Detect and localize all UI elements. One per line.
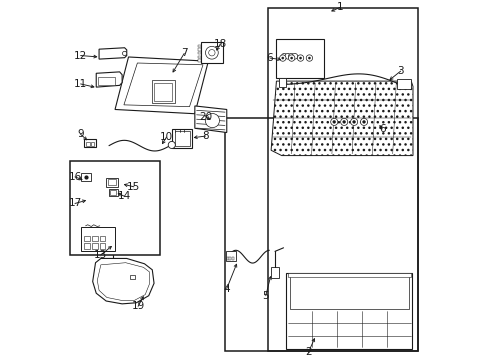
Circle shape — [352, 121, 355, 123]
Bar — [174, 131, 189, 146]
Bar — [270, 267, 278, 278]
Circle shape — [122, 51, 126, 55]
Text: 17: 17 — [68, 198, 81, 208]
Circle shape — [208, 50, 215, 56]
Bar — [107, 179, 116, 185]
Text: 8: 8 — [202, 131, 208, 141]
Bar — [225, 251, 236, 261]
Bar — [100, 243, 105, 248]
Text: 12: 12 — [74, 50, 87, 60]
Circle shape — [290, 57, 292, 59]
Bar — [110, 190, 116, 195]
Bar — [197, 45, 201, 48]
Bar — [267, 8, 417, 351]
Bar — [84, 243, 90, 248]
Polygon shape — [194, 106, 226, 132]
Text: 6: 6 — [266, 53, 273, 63]
Text: 1: 1 — [336, 2, 343, 12]
Circle shape — [288, 53, 294, 59]
Bar — [90, 143, 94, 146]
Circle shape — [362, 121, 365, 123]
Text: 3: 3 — [396, 66, 403, 76]
Bar — [81, 173, 91, 181]
Bar — [286, 273, 411, 349]
Bar — [85, 143, 90, 146]
Bar — [197, 59, 201, 62]
Circle shape — [281, 57, 284, 59]
Bar — [226, 257, 228, 260]
Polygon shape — [96, 72, 122, 87]
Circle shape — [332, 121, 335, 123]
Bar — [92, 236, 98, 242]
Text: 14: 14 — [118, 192, 131, 201]
Circle shape — [291, 53, 297, 59]
Circle shape — [342, 121, 345, 123]
Circle shape — [340, 118, 347, 125]
Polygon shape — [270, 81, 412, 156]
Circle shape — [297, 55, 303, 61]
Bar — [84, 139, 95, 148]
Circle shape — [281, 53, 286, 59]
Bar — [84, 236, 90, 242]
Bar — [201, 42, 222, 63]
Bar — [130, 275, 134, 279]
Bar — [109, 189, 118, 196]
Text: 2: 2 — [305, 347, 311, 357]
Circle shape — [350, 118, 357, 125]
Bar — [289, 274, 408, 309]
Text: 5: 5 — [262, 291, 268, 301]
Bar — [171, 129, 192, 148]
Circle shape — [305, 55, 312, 61]
Bar — [287, 273, 409, 277]
Bar — [151, 80, 174, 103]
Bar — [224, 118, 417, 351]
Circle shape — [285, 53, 290, 59]
Bar — [100, 236, 105, 242]
Circle shape — [168, 141, 175, 148]
Bar — [396, 79, 409, 89]
Circle shape — [279, 55, 285, 61]
Bar — [276, 39, 324, 77]
Text: 7: 7 — [181, 49, 187, 58]
Bar — [81, 226, 115, 251]
Text: 19: 19 — [131, 301, 144, 311]
Polygon shape — [123, 63, 203, 107]
Text: 15: 15 — [127, 182, 140, 192]
Text: 11: 11 — [74, 79, 87, 89]
Circle shape — [360, 118, 367, 125]
Bar — [92, 243, 98, 248]
Bar — [327, 104, 379, 140]
Bar — [229, 257, 230, 260]
Polygon shape — [93, 258, 154, 304]
Bar — [106, 177, 117, 187]
Bar — [197, 55, 201, 58]
Circle shape — [330, 118, 337, 125]
Text: 13: 13 — [94, 250, 107, 260]
Text: 20: 20 — [199, 112, 212, 122]
Text: 4: 4 — [223, 284, 230, 294]
Text: 18: 18 — [213, 39, 226, 49]
Bar — [197, 52, 201, 54]
Text: 6: 6 — [378, 124, 385, 134]
Text: 10: 10 — [160, 132, 173, 142]
Text: 16: 16 — [68, 172, 81, 182]
Polygon shape — [97, 263, 149, 300]
Circle shape — [299, 57, 301, 59]
Circle shape — [288, 55, 294, 61]
Bar — [98, 77, 115, 85]
Polygon shape — [99, 48, 126, 59]
Polygon shape — [115, 57, 208, 114]
Bar — [279, 78, 285, 87]
Bar — [70, 161, 160, 255]
Circle shape — [205, 113, 219, 128]
Text: 9: 9 — [77, 129, 84, 139]
Bar — [154, 83, 171, 100]
Circle shape — [205, 46, 218, 59]
Circle shape — [308, 57, 310, 59]
Bar — [197, 49, 201, 51]
Bar — [231, 257, 233, 260]
